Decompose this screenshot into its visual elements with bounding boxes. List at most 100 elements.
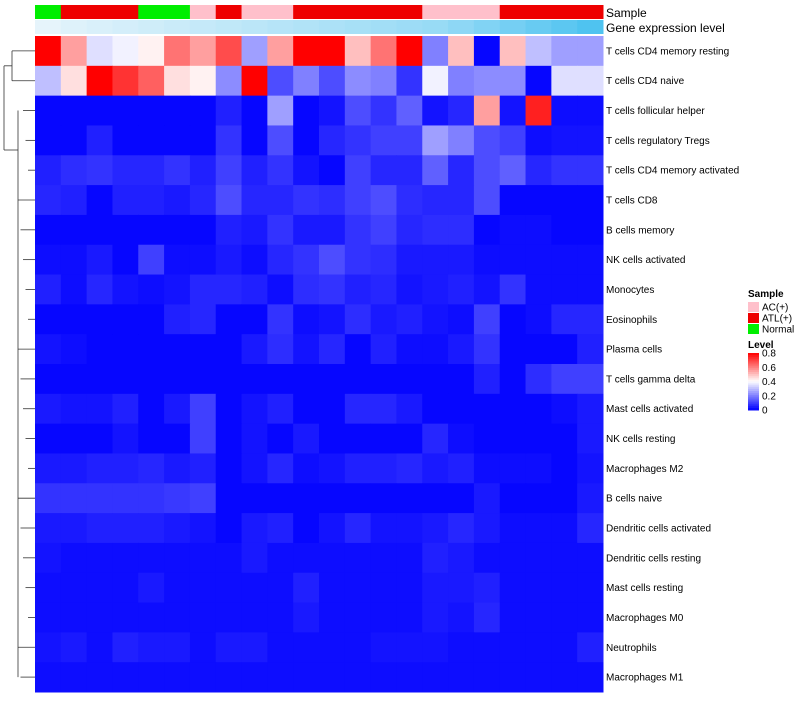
heatmap-cell	[370, 483, 397, 514]
heatmap-cell	[473, 65, 501, 97]
expression-annotation-cell	[164, 20, 191, 34]
legend-level-tick: 0	[762, 406, 768, 417]
heatmap-cell	[422, 423, 449, 454]
heatmap-cell	[370, 155, 397, 186]
heatmap-cell	[370, 453, 397, 484]
heatmap-cell	[164, 36, 191, 67]
heatmap-cell	[448, 572, 475, 604]
legend-colorbar-step	[748, 354, 759, 358]
heatmap-cell	[138, 185, 165, 216]
heatmap-cell	[370, 393, 397, 425]
heatmap-cell	[86, 36, 113, 67]
heatmap-cell	[344, 36, 372, 67]
heatmap-cell	[577, 36, 604, 67]
heatmap-cell	[35, 214, 62, 246]
heatmap-cell	[241, 65, 268, 97]
heatmap-cell	[525, 304, 552, 335]
heatmap-cell	[396, 662, 423, 693]
heatmap-cell	[60, 304, 88, 335]
heatmap-cell	[215, 36, 243, 67]
heatmap-cell	[577, 542, 604, 574]
heatmap-cell	[422, 602, 449, 633]
row-label: Macrophages M2	[606, 464, 684, 475]
legend-sample-swatch	[748, 324, 759, 334]
heatmap-cell	[267, 274, 294, 305]
heatmap-cell	[164, 423, 191, 454]
heatmap-cell	[499, 453, 527, 484]
expression-annotation-cell	[35, 20, 62, 34]
heatmap-cell	[551, 364, 578, 395]
heatmap-cell	[525, 542, 552, 574]
heatmap-cell	[35, 602, 62, 633]
row-label: T cells CD8	[606, 196, 658, 207]
heatmap-cell	[86, 453, 113, 484]
heatmap-cell	[293, 453, 320, 484]
heatmap-cell	[215, 364, 243, 395]
heatmap-cell	[164, 542, 191, 574]
legend-colorbar-step	[748, 385, 759, 388]
legend-colorbar-step	[748, 396, 759, 400]
heatmap-cell	[344, 513, 372, 544]
heatmap-cell	[60, 214, 88, 246]
heatmap-cell	[138, 95, 165, 126]
heatmap-cell	[267, 155, 294, 186]
heatmap-cell	[138, 483, 165, 514]
heatmap-cell	[551, 662, 578, 693]
heatmap-cell	[499, 304, 527, 335]
heatmap-cell	[86, 274, 113, 305]
heatmap-cell	[86, 423, 113, 454]
heatmap-cell	[344, 423, 372, 454]
heatmap-cell	[448, 423, 475, 454]
legend-colorbar-step	[748, 366, 759, 369]
heatmap-cell	[241, 483, 268, 514]
row-label: T cells CD4 memory activated	[606, 166, 739, 177]
heatmap-cell	[422, 572, 449, 604]
heatmap-cell	[499, 423, 527, 454]
heatmap-cell	[164, 125, 191, 156]
heatmap-cell	[267, 513, 294, 544]
heatmap-cell	[525, 214, 552, 246]
heatmap-cell	[189, 423, 217, 454]
heatmap-cell	[293, 244, 320, 276]
heatmap-cell	[370, 36, 397, 67]
heatmap-cell	[138, 393, 165, 425]
heatmap-cell	[60, 542, 88, 574]
heatmap-cell	[396, 453, 423, 484]
heatmap-cell	[499, 125, 527, 156]
heatmap-cell	[396, 185, 423, 216]
legend-sample-swatch	[748, 313, 759, 323]
heatmap-cell	[344, 185, 372, 216]
heatmap-cell	[215, 572, 243, 604]
row-label: Neutrophils	[606, 643, 657, 654]
expression-annotation-label: Gene expression level	[606, 21, 725, 35]
heatmap-cell	[473, 274, 501, 305]
heatmap-cell	[396, 304, 423, 335]
sample-annotation-cell	[499, 5, 527, 19]
legend-colorbar-step	[748, 392, 759, 396]
heatmap-cell	[473, 244, 501, 276]
heatmap-cell	[396, 155, 423, 186]
heatmap-cell	[577, 95, 604, 126]
heatmap-cell	[344, 632, 372, 663]
heatmap-cell	[138, 632, 165, 663]
row-label: T cells regulatory Tregs	[606, 136, 710, 147]
heatmap-cell	[499, 483, 527, 514]
heatmap-cell	[35, 304, 62, 335]
heatmap-cell	[138, 334, 165, 365]
heatmap-cell	[422, 632, 449, 663]
heatmap-cell	[86, 602, 113, 633]
heatmap-cell	[448, 632, 475, 663]
legend-colorbar-step	[748, 360, 759, 363]
heatmap-cell	[267, 304, 294, 335]
heatmap-cell	[267, 125, 294, 156]
heatmap-cell	[473, 572, 501, 604]
legend-level-tick: 0.6	[762, 363, 776, 374]
expression-annotation-cell	[551, 20, 578, 34]
heatmap-cell	[396, 513, 423, 544]
heatmap-cell	[293, 632, 320, 663]
heatmap-cell	[577, 423, 604, 454]
heatmap-cell	[396, 125, 423, 156]
heatmap-cell	[473, 95, 501, 126]
heatmap-cell	[499, 274, 527, 305]
heatmap-cell	[370, 632, 397, 663]
